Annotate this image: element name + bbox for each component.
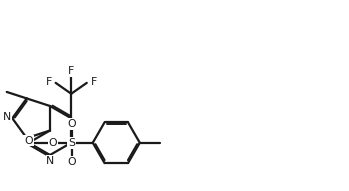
Text: F: F bbox=[45, 77, 52, 87]
Text: O: O bbox=[24, 136, 33, 146]
Text: O: O bbox=[67, 157, 76, 167]
Text: N: N bbox=[3, 112, 11, 122]
Text: N: N bbox=[46, 155, 55, 165]
Text: S: S bbox=[68, 138, 75, 148]
Text: F: F bbox=[68, 66, 74, 76]
Text: F: F bbox=[91, 77, 97, 87]
Text: O: O bbox=[67, 119, 76, 129]
Text: O: O bbox=[49, 138, 57, 148]
